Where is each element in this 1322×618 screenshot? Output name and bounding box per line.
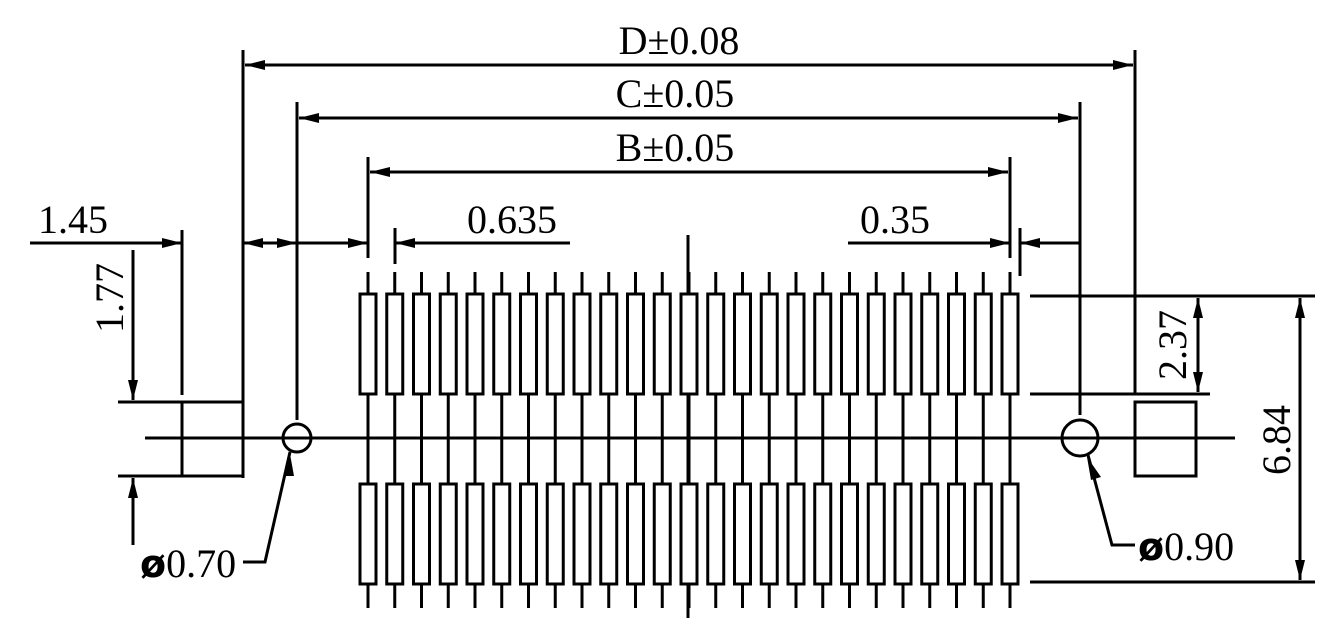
pin-pad-top <box>652 292 672 396</box>
pin-pad-bottom <box>920 482 940 586</box>
pin-pad-top <box>438 292 458 396</box>
pin-pad-top <box>545 292 565 396</box>
dimension-pitch-label: 0.635 <box>467 197 557 242</box>
hole-left-diameter: 0.70 <box>166 541 236 586</box>
hole-right-diameter: 0.90 <box>1164 524 1234 569</box>
pin-pad-bottom <box>813 482 833 586</box>
pin-pad-top <box>759 292 779 396</box>
pin-pad-top <box>973 292 993 396</box>
pin-pad-bottom <box>706 482 726 586</box>
pin-pad-top <box>358 292 378 396</box>
pin-pad-top <box>599 292 619 396</box>
pin-pad-top <box>679 292 699 396</box>
pin-pad-array <box>358 272 1020 608</box>
locating-hole-right <box>1060 418 1100 458</box>
locating-hole-left <box>281 422 313 454</box>
dimension-left-margin-label: 1.45 <box>38 197 108 242</box>
pin-pad-top <box>412 292 431 396</box>
pin-pad-bottom <box>572 482 592 586</box>
diameter-icon: ø <box>140 542 166 586</box>
leader-arrow-right <box>1087 457 1101 480</box>
pin-pad-top <box>465 292 485 396</box>
pin-pad-bottom <box>679 482 699 586</box>
pin-pad-bottom <box>973 482 993 586</box>
pin-pad-top <box>492 292 512 396</box>
pin-pad-bottom <box>358 482 378 586</box>
leader-hole-left <box>243 451 292 564</box>
pin-pad-top <box>947 292 966 396</box>
pin-pad-bottom <box>840 482 859 586</box>
dimension-gap-label: 0.35 <box>860 197 930 242</box>
diameter-icon: ø <box>1138 525 1164 569</box>
pin-pad-top <box>519 292 538 396</box>
dimension-d-label: D±0.08 <box>619 18 740 63</box>
pin-pad-bottom <box>385 482 405 586</box>
pin-pad-top <box>626 292 645 396</box>
dimension-pad-height-label: 1.77 <box>87 263 132 333</box>
pin-pad-top <box>840 292 859 396</box>
pin-pad-bottom <box>626 482 645 586</box>
dimension-c-label: C±0.05 <box>616 71 735 116</box>
hole-left-label: ø0.70 <box>140 541 236 586</box>
pin-pad-bottom <box>652 482 672 586</box>
pin-pad-top <box>385 292 405 396</box>
pin-pad-bottom <box>759 482 779 586</box>
leader-arrow-left <box>284 454 294 476</box>
mounting-pad-right <box>1133 400 1198 478</box>
pin-pad-bottom <box>465 482 485 586</box>
pin-pad-bottom <box>412 482 431 586</box>
pin-pad-bottom <box>733 482 752 586</box>
hole-right-label: ø0.90 <box>1138 524 1234 569</box>
pin-pad-bottom <box>1000 482 1020 586</box>
pin-pad-top <box>893 292 913 396</box>
pin-pad-bottom <box>866 482 886 586</box>
pin-pad-top <box>866 292 886 396</box>
pin-pad-bottom <box>893 482 913 586</box>
leader-hole-right <box>1086 454 1135 547</box>
dimension-row-height-label: 2.37 <box>1150 310 1195 380</box>
pin-pad-bottom <box>519 482 538 586</box>
pin-pad-bottom <box>545 482 565 586</box>
pin-pad-top <box>813 292 833 396</box>
pin-pad-bottom <box>438 482 458 586</box>
pin-pad-top <box>1000 292 1020 396</box>
pin-pad-top <box>733 292 752 396</box>
pin-pad-top <box>920 292 940 396</box>
pin-pad-bottom <box>599 482 619 586</box>
dimension-b-label: B±0.05 <box>616 125 735 170</box>
pin-pad-top <box>706 292 726 396</box>
mounting-pad-left <box>180 400 245 478</box>
pin-pad-bottom <box>947 482 966 586</box>
pin-pad-bottom <box>786 482 806 586</box>
pin-pad-top <box>572 292 592 396</box>
pin-pad-bottom <box>492 482 512 586</box>
dimension-overall-height-label: 6.84 <box>1254 405 1299 475</box>
pin-pad-top <box>786 292 806 396</box>
